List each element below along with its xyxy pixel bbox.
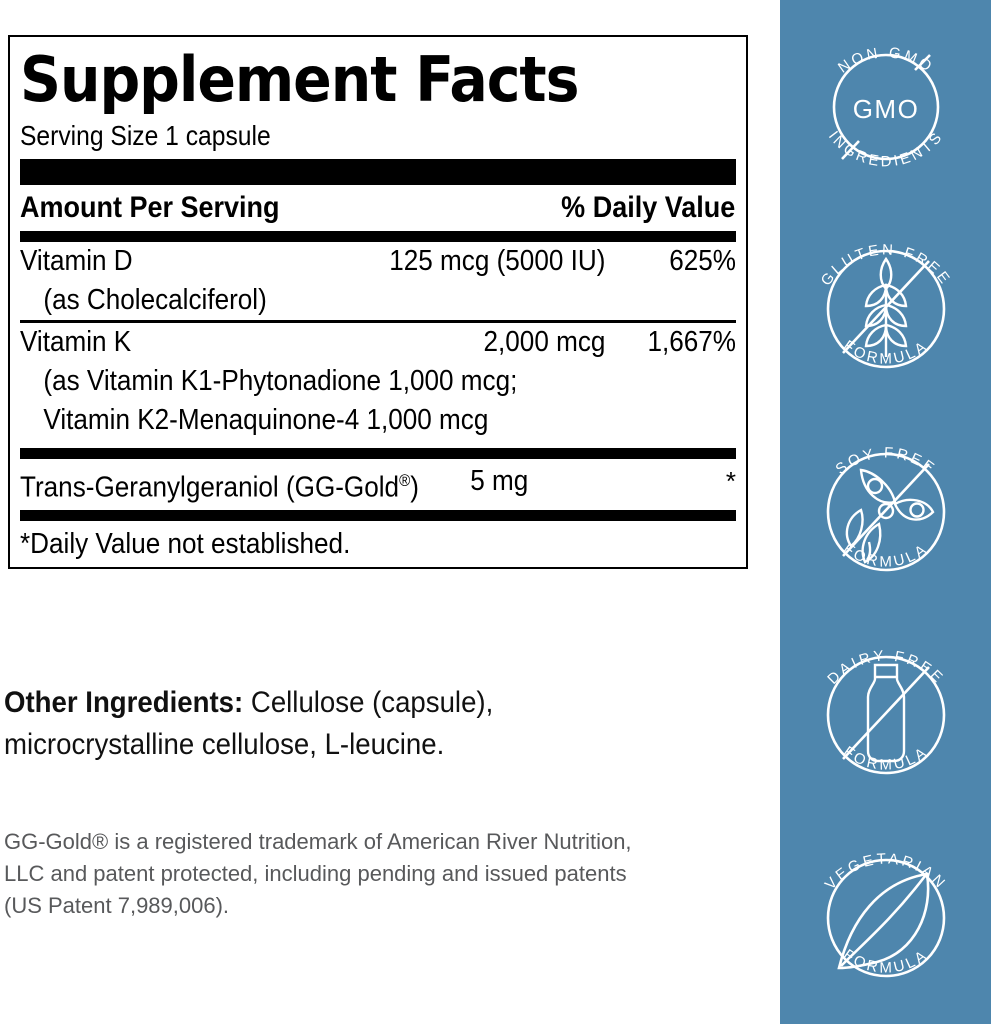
- page-title: Supplement Facts: [20, 43, 579, 116]
- badge-non-gmo-ingredients: GMO NON GMO INGREDIENTS: [791, 8, 981, 204]
- badge-top-label: NON GMO: [835, 44, 937, 76]
- registered-trademark-symbol: ®: [399, 471, 411, 490]
- serving-size-text: Serving Size 1 capsule: [20, 120, 271, 151]
- supplement-facts-box: Supplement Facts Serving Size 1 capsule …: [8, 35, 748, 569]
- nutrient-daily-value: 625%: [669, 245, 736, 277]
- badge-bottom-label: FORMULA: [840, 743, 932, 774]
- leaf-icon: [836, 872, 929, 970]
- nutrient-daily-value: 1,667%: [647, 326, 736, 358]
- nutrient-source-line: Vitamin K2-Menaquinone-4 1,000 mcg: [43, 404, 489, 436]
- table-row: Vitamin K 2,000 mcg 1,667%: [20, 323, 736, 362]
- other-ingredients-text: Cellulose (capsule), microcrystalline ce…: [4, 686, 494, 761]
- badge-circle: [826, 859, 945, 978]
- certification-badge-rail: GMO NON GMO INGREDIENTS: [780, 0, 991, 1024]
- ingredient-name-prefix: Trans-Geranylgeraniol (GG-Gold: [20, 471, 400, 504]
- nutrient-name: Vitamin D: [20, 245, 133, 277]
- column-header-daily-value: % Daily Value: [561, 191, 736, 224]
- badge-bottom-label: INGREDIENTS: [824, 127, 946, 170]
- table-row: Vitamin D 125 mcg (5000 IU) 625%: [20, 242, 736, 281]
- slash-upper: [913, 53, 931, 71]
- table-header-row: Amount Per Serving % Daily Value: [20, 185, 735, 231]
- row-divider-thin-1: [20, 320, 736, 323]
- milk-bottle-icon: [866, 663, 905, 763]
- slash-line: [841, 259, 930, 354]
- label-panel: Supplement Facts Serving Size 1 capsule …: [4, 35, 748, 918]
- badge-top-label: DAIRY FREE: [824, 648, 948, 689]
- badge-bottom-label: FORMULA: [840, 540, 932, 571]
- nutrient-source-line: (as Cholecalciferol): [43, 284, 267, 316]
- badge-soy-free-formula: SOY FREE FORMULA: [791, 414, 981, 610]
- badge-circle: [826, 249, 945, 369]
- badge-center-label: GMO: [852, 94, 919, 124]
- section-divider-medium-1: [20, 448, 736, 459]
- ingredient-name-suffix: ): [410, 471, 419, 504]
- nutrient-row-vitamin-k: Vitamin K 2,000 mcg 1,667% (as Vitamin K…: [20, 323, 736, 440]
- ingredient-daily-value: *: [725, 466, 736, 496]
- slash-lower: [840, 139, 860, 160]
- trademark-note: GG-Gold® is a registered trademark of Am…: [4, 829, 632, 918]
- badge-circle: [826, 452, 945, 572]
- other-ingredients-label: Other Ingredients:: [4, 686, 244, 719]
- badge-vegetarian-formula: VEGETARIAN FORMULA: [791, 820, 981, 1016]
- nutrient-row-geranylgeraniol: Trans-Geranylgeraniol (GG-Gold®) 5 mg *: [20, 459, 736, 510]
- header-divider-medium: [20, 231, 736, 242]
- nutrient-amount: 2,000 mcg: [483, 326, 606, 358]
- badge-circle: [826, 655, 945, 775]
- badge-top-label: VEGETARIAN: [821, 851, 949, 894]
- column-header-amount: Amount Per Serving: [20, 191, 280, 224]
- nutrient-source-line: (as Vitamin K1-Phytonadione 1,000 mcg;: [43, 365, 518, 397]
- wheat-icon: [864, 256, 907, 357]
- header-divider-thick: [20, 159, 736, 185]
- badge-circle: [832, 53, 939, 160]
- badge-top-label: GLUTEN FREE: [817, 241, 954, 289]
- slash-line: [841, 463, 930, 557]
- badge-gluten-free-formula: GLUTEN FREE FORMULA: [791, 211, 981, 407]
- nutrient-amount: 125 mcg (5000 IU): [389, 245, 606, 277]
- ingredient-amount: 5 mg: [470, 465, 529, 497]
- section-divider-medium-2: [20, 509, 736, 521]
- other-ingredients-block: Other Ingredients: Cellulose (capsule), …: [4, 682, 685, 766]
- slash-line: [841, 666, 930, 761]
- badge-top-label: SOY FREE: [832, 444, 939, 478]
- nutrient-name: Vitamin K: [20, 326, 132, 358]
- badge-dairy-free-formula: DAIRY FREE FORMULA: [791, 617, 981, 813]
- badge-bottom-label: FORMULA: [840, 946, 932, 977]
- ingredient-name: Trans-Geranylgeraniol (GG-Gold®): [20, 459, 419, 510]
- daily-value-footnote: *Daily Value not established.: [20, 527, 351, 560]
- nutrient-row-vitamin-d: Vitamin D 125 mcg (5000 IU) 625% (as Cho…: [20, 242, 736, 320]
